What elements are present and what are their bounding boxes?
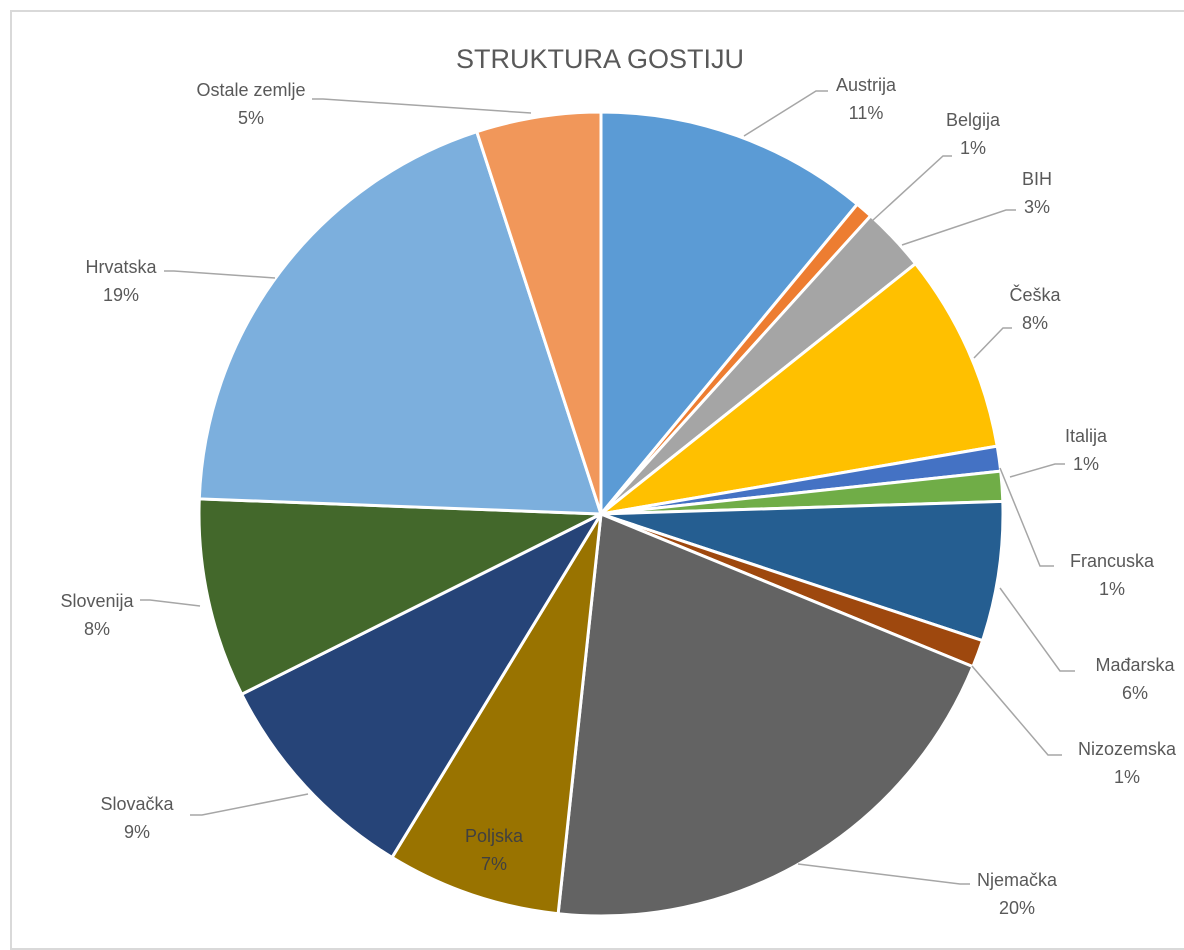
slice-name-label: Slovačka (100, 794, 174, 814)
slice-percent-label: 1% (960, 138, 986, 158)
chart-title: STRUKTURA GOSTIJU (456, 44, 744, 74)
slice-ostale-zemlje (474, 110, 603, 515)
slice-slovačka (239, 510, 605, 860)
slice-percent-label: 20% (999, 898, 1035, 918)
leader-line (973, 327, 1012, 359)
slice-percent-label: 11% (849, 103, 884, 123)
slice-njemačka (556, 511, 975, 918)
leader-line (190, 793, 309, 816)
slice-name-label: Poljska (465, 826, 524, 846)
pie-slices (197, 110, 1005, 918)
slice-name-label: Austrija (836, 75, 897, 95)
slice-percent-label: 3% (1024, 197, 1050, 217)
slice-name-label: Italija (1065, 426, 1108, 446)
leader-line (901, 209, 1016, 246)
slice-name-label: Češka (1009, 284, 1061, 305)
slice-češka (600, 261, 999, 516)
leader-line (971, 665, 1062, 756)
slice-name-label: Slovenija (60, 591, 134, 611)
slice-name-label: Francuska (1070, 551, 1155, 571)
slice-name-label: Njemačka (977, 870, 1058, 890)
slice-poljska (389, 513, 603, 916)
leader-line (871, 155, 952, 222)
slice-percent-label: 9% (124, 822, 150, 842)
slice-percent-label: 6% (1122, 683, 1148, 703)
slice-name-label: BIH (1022, 169, 1052, 189)
slice-austrija (599, 110, 860, 519)
leader-lines (140, 90, 1075, 885)
slice-percent-label: 19% (103, 285, 139, 305)
leader-line (743, 90, 828, 137)
leader-line (312, 98, 532, 114)
leader-line (140, 599, 201, 607)
leader-line (999, 467, 1054, 567)
slice-name-label: Nizozemska (1078, 739, 1177, 759)
slice-name-label: Mađarska (1095, 655, 1175, 675)
slice-slovenija (197, 497, 602, 697)
slice-name-label: Ostale zemlje (196, 80, 305, 100)
leader-line (1009, 463, 1065, 478)
leader-line (164, 270, 276, 279)
slice-mađarska (600, 499, 1005, 643)
slice-percent-label: 5% (238, 108, 264, 128)
leader-line (797, 863, 970, 885)
slice-name-label: Belgija (946, 110, 1001, 130)
slice-labels: Austrija 11% Belgija 1% BIH 3% Češka 8% Italija 1… (60, 75, 1177, 918)
slice-percent-label: 1% (1073, 454, 1099, 474)
slice-percent-label: 8% (84, 619, 110, 639)
leader-line (999, 587, 1075, 672)
slice-percent-label: 8% (1022, 313, 1048, 333)
slice-percent-label: 1% (1099, 579, 1125, 599)
slice-name-label: Hrvatska (85, 257, 157, 277)
slice-hrvatska (197, 129, 604, 516)
slice-percent-label: 1% (1114, 767, 1140, 787)
slice-percent-label: 7% (481, 854, 507, 874)
